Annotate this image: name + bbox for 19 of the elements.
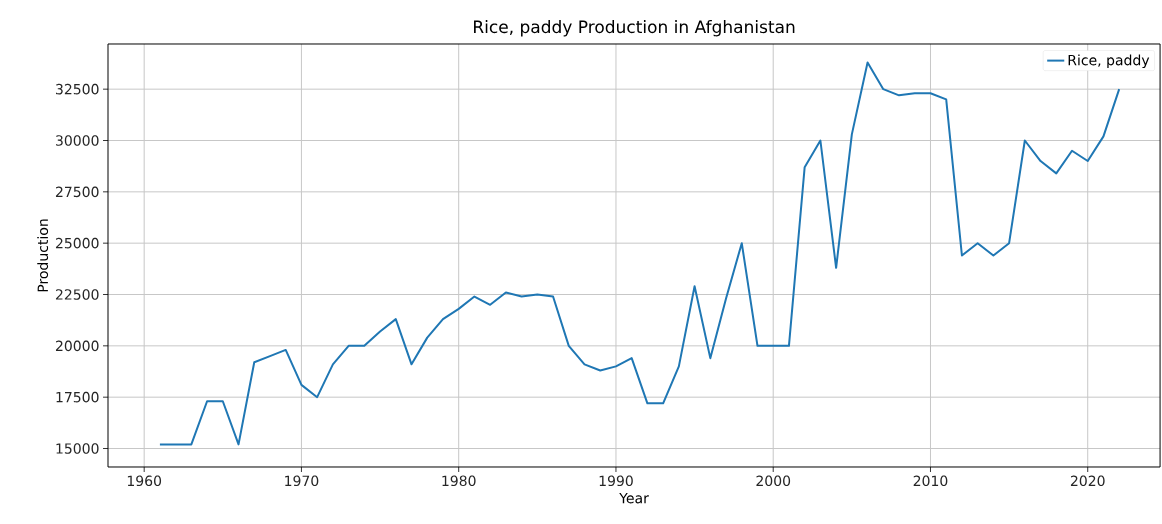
legend-label: Rice, paddy [1068, 54, 1150, 69]
y-tick-label: 25000 [55, 237, 99, 249]
x-tick-label: 1990 [599, 475, 633, 487]
x-axis-title: Year [619, 492, 649, 504]
y-tick-label: 22500 [55, 289, 99, 300]
y-tick-label: 27500 [55, 186, 99, 198]
chart-title: Rice, paddy Production in Afghanistan [474, 20, 795, 37]
y-tick-label: 17500 [56, 391, 99, 403]
x-tick-label: 1980 [442, 475, 476, 487]
y-tick-label: 20000 [55, 340, 99, 352]
x-tick-label: 2010 [913, 475, 948, 487]
x-tick-label: 2000 [756, 475, 791, 487]
x-tick-label: 1970 [285, 475, 319, 487]
y-axis-title: Production [37, 219, 49, 292]
y-tick-label: 15000 [56, 443, 99, 454]
x-tick-label: 2020 [1070, 475, 1105, 487]
y-tick-label: 30000 [56, 135, 99, 146]
y-tick-label: 32500 [56, 83, 99, 95]
x-tick-label: 1960 [127, 475, 162, 487]
